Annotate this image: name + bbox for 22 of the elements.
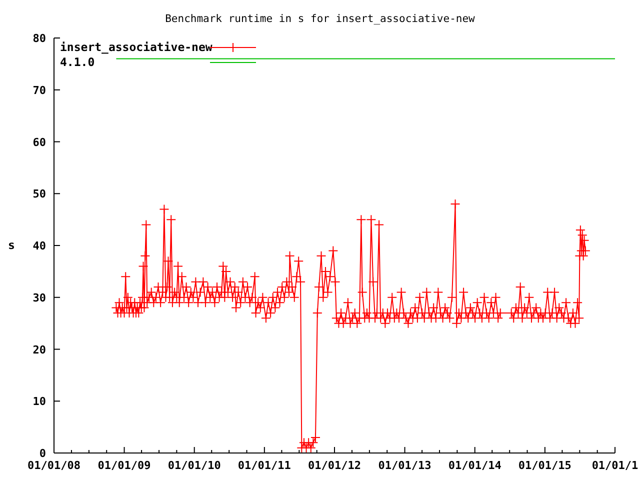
legend-label: insert_associative-new — [60, 40, 212, 55]
y-tick-label: 50 — [32, 188, 46, 201]
x-tick-label: 01/01/13 — [378, 459, 432, 472]
x-tick-label: 01/01/11 — [238, 459, 292, 472]
y-tick-label: 70 — [32, 84, 46, 97]
x-tick-label: 01/01/12 — [308, 459, 361, 472]
series-label: 4.1.0 — [60, 55, 96, 70]
y-axis-title: s — [8, 238, 15, 252]
y-tick-label: 20 — [32, 343, 46, 356]
y-tick-label: 40 — [32, 240, 46, 252]
chart-title: Benchmark runtime in s for insert_associative-new — [164, 12, 476, 26]
y-tick-label: 60 — [32, 136, 46, 149]
x-tick-label: 01/01/10 — [168, 459, 221, 472]
y-tick-label: 80 — [32, 32, 46, 45]
x-tick-label: 01/01/09 — [98, 459, 151, 472]
y-tick-label: 0 — [39, 447, 46, 460]
x-tick-label: 01/01/15 — [518, 459, 572, 472]
x-tick-label: 01/01/1 — [592, 459, 639, 472]
x-tick-label: 01/01/08 — [28, 459, 80, 472]
y-tick-label: 30 — [32, 291, 46, 304]
y-tick-label: 10 — [32, 395, 46, 408]
x-tick-label: 01/01/14 — [448, 459, 502, 472]
